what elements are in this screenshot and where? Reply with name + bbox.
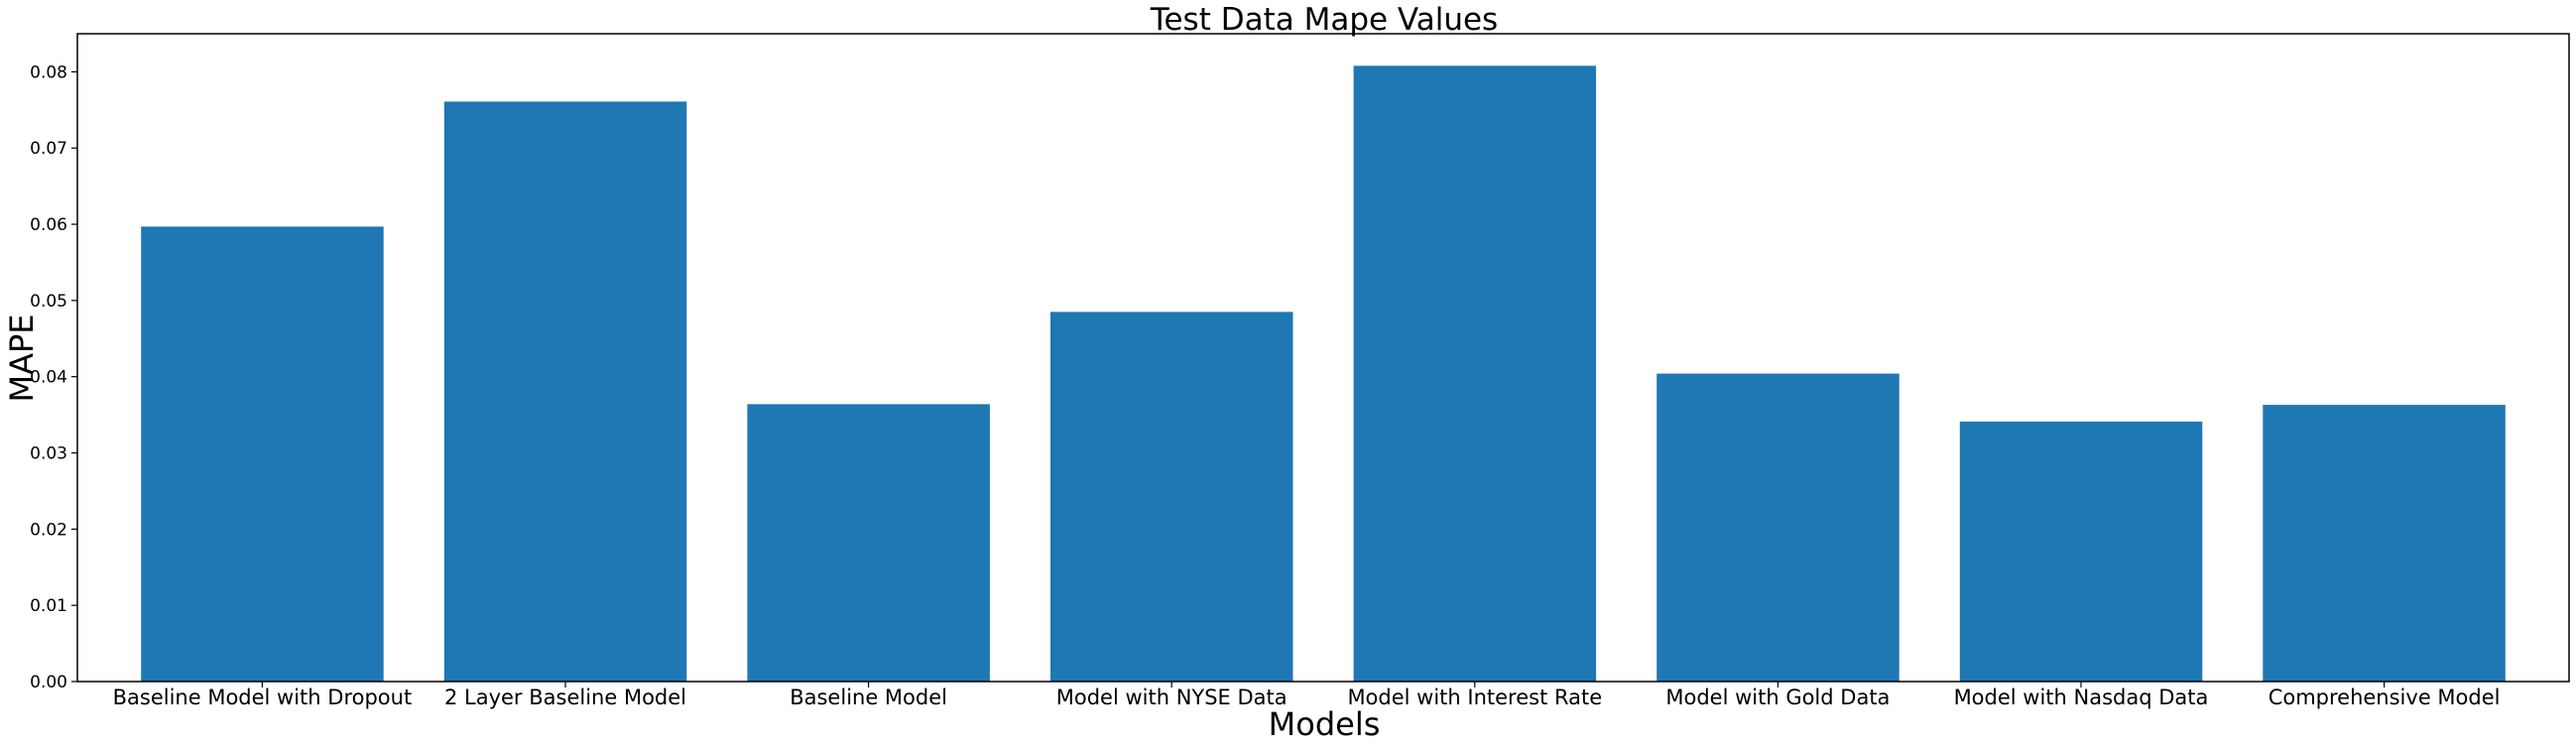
bar <box>1050 312 1293 682</box>
bar <box>2263 405 2506 682</box>
y-tick-label: 0.08 <box>30 62 67 82</box>
y-tick-label: 0.01 <box>30 596 67 616</box>
y-tick-label: 0.07 <box>30 139 67 159</box>
x-axis: Baseline Model with Dropout 2 Layer Basel… <box>113 682 2501 709</box>
y-axis: 0.00 0.01 0.02 0.03 0.04 0.05 0.06 0.07 0.08 <box>30 62 77 692</box>
y-tick-label: 0.04 <box>30 368 67 388</box>
y-tick-label: 0.06 <box>30 215 67 235</box>
bar <box>443 101 687 682</box>
y-tick-label: 0.00 <box>30 673 67 692</box>
x-tick-label: Model with Nasdaq Data <box>1954 686 2209 709</box>
x-tick-label: Model with NYSE Data <box>1056 686 1288 709</box>
y-axis-label: MAPE <box>3 313 41 402</box>
plot-frame <box>76 33 2570 683</box>
y-tick-label: 0.03 <box>30 444 67 464</box>
bar <box>1353 65 1597 683</box>
bar <box>1959 422 2203 682</box>
bar <box>1656 373 1900 682</box>
chart-title: Test Data Mape Values <box>1150 2 1498 38</box>
x-tick-label: Comprehensive Model <box>2269 686 2501 709</box>
y-tick-label: 0.05 <box>30 292 67 312</box>
x-axis-label: Models <box>1269 705 1381 743</box>
bar <box>747 404 990 682</box>
y-tick-label: 0.02 <box>30 520 67 540</box>
x-tick-label: 2 Layer Baseline Model <box>444 686 686 709</box>
bar <box>141 226 384 682</box>
x-tick-label: Baseline Model <box>790 686 947 709</box>
bars-layer <box>141 65 2506 683</box>
x-tick-label: Model with Interest Rate <box>1347 686 1602 709</box>
x-tick-label: Baseline Model with Dropout <box>113 686 413 709</box>
x-tick-label: Model with Gold Data <box>1665 686 1890 709</box>
